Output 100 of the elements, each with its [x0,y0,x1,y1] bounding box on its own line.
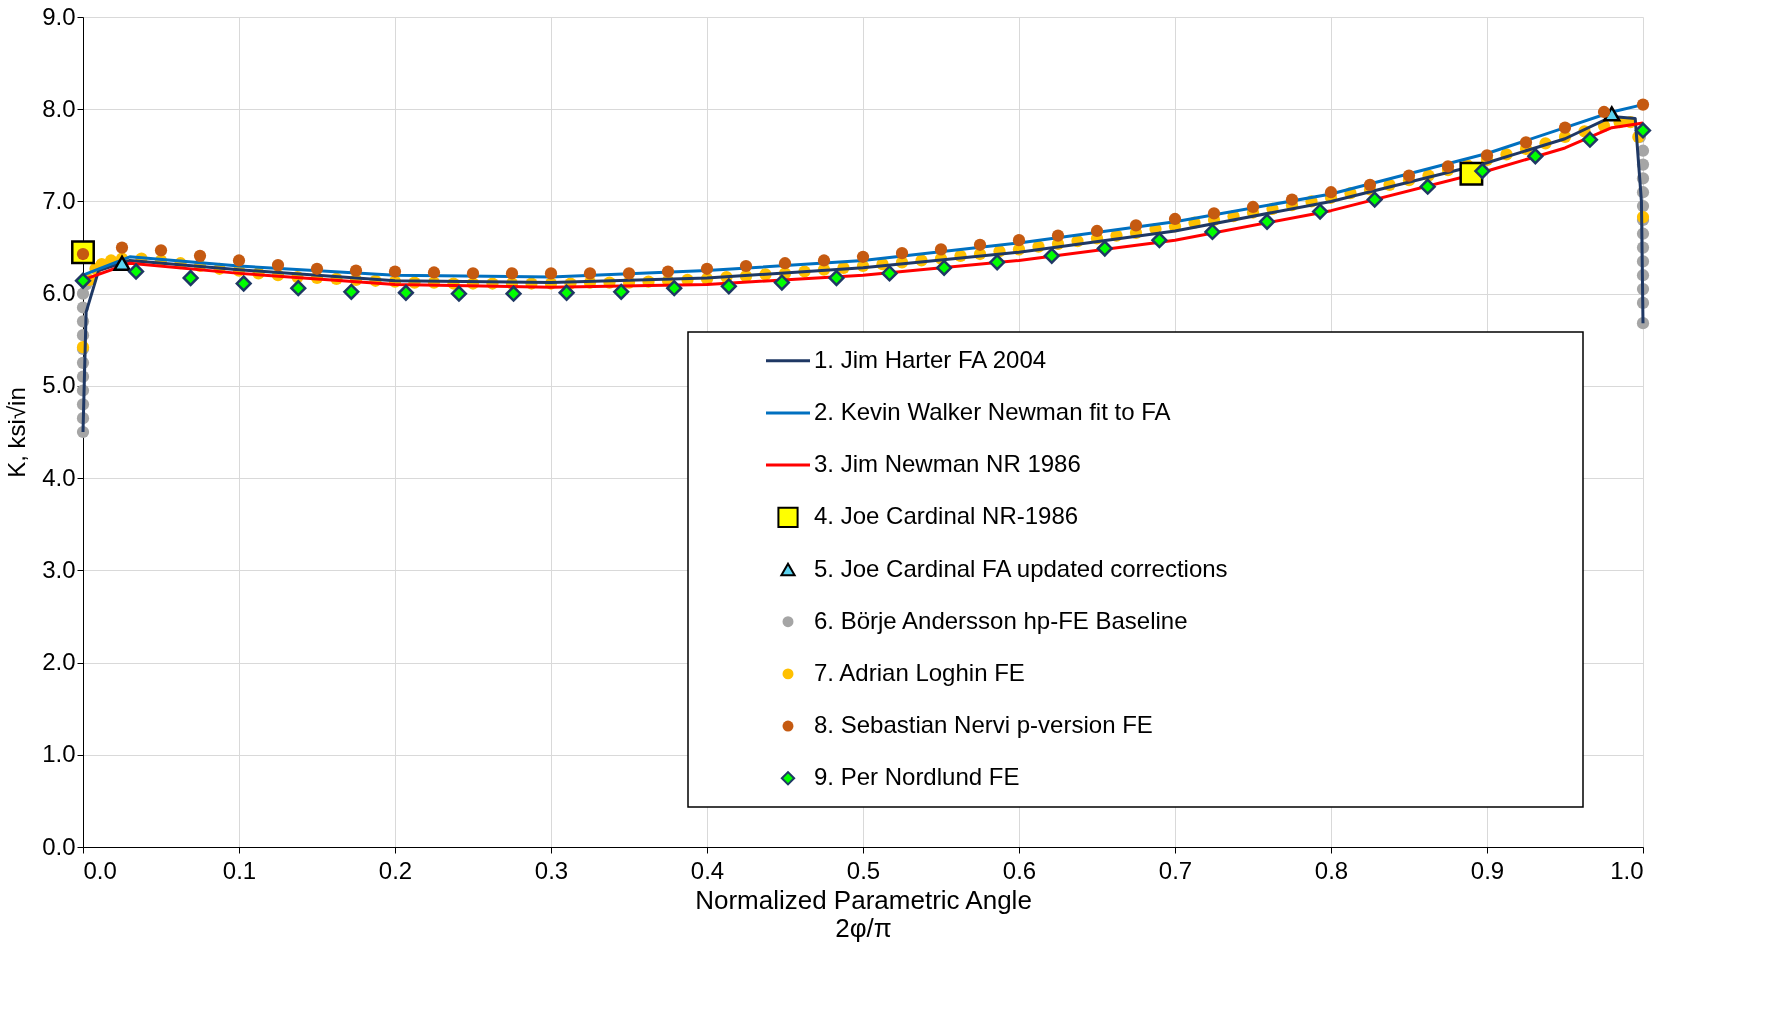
point [74,272,92,289]
point [1581,131,1599,148]
point [1324,186,1338,199]
x-tick-label: 0.8 [1314,856,1349,884]
point [895,246,909,260]
point [1258,213,1276,230]
y-tick-label: 8.0 [42,94,76,122]
legend-label: 8. Sebastian Nervi p-version FE [814,711,1153,739]
x-axis-title: Normalized Parametric Angle 2φ/π [695,884,1032,943]
point [127,263,145,280]
point [1043,247,1060,264]
point [115,241,129,254]
x-tick-label: 0.7 [1158,856,1193,884]
point [1285,193,1299,206]
x-tick-label: 0.3 [534,856,569,884]
point [661,265,675,278]
point [1096,240,1113,257]
point [1636,98,1650,111]
point [1151,232,1168,249]
point [1519,136,1533,149]
point [583,267,597,280]
point [397,284,415,301]
point [1527,148,1544,165]
point [1558,121,1572,134]
x-tick-label: 0.2 [378,856,413,884]
legend-label: 9. Per Nordlund FE [814,763,1020,791]
point [817,254,831,267]
point [778,257,792,270]
point [1012,234,1026,247]
legend-label: 6. Börje Andersson hp-FE Baseline [814,606,1188,634]
point [427,266,441,279]
point [1090,224,1104,238]
y-tick-label: 5.0 [42,371,76,399]
point [235,275,252,292]
point [1168,212,1182,226]
point [505,285,522,302]
point [856,250,870,263]
legend-label: 3. Jim Newman NR 1986 [814,450,1081,478]
point [1474,162,1491,180]
point [989,254,1006,271]
point [773,274,791,291]
y-tick-label: 9.0 [42,2,76,30]
y-tick-label: 4.0 [42,463,76,491]
legend-label: 4. Joe Cardinal NR-1986 [814,502,1079,530]
y-tick-label: 3.0 [42,555,76,583]
point [1246,200,1260,214]
point [1480,149,1494,162]
point [973,238,987,251]
point [1419,178,1436,195]
point [1129,219,1143,232]
x-tick-label: 0.6 [1002,856,1037,884]
point [232,254,246,267]
y-axis-title: K, ksi√in [3,387,31,478]
x-tick-label: 0.1 [222,856,257,884]
point [613,283,630,300]
point [666,279,683,297]
point [935,259,953,276]
point [934,243,948,256]
point [271,258,285,272]
x-tick-label: 0.9 [1470,856,1505,884]
point [343,283,360,300]
point [310,262,324,275]
point [154,244,168,257]
y-tick-label: 2.0 [42,648,76,676]
point [1441,160,1455,173]
point [700,262,714,275]
y-tick-label: 7.0 [42,186,76,214]
point [450,285,468,302]
point [739,259,753,273]
x-tick-label: 0.4 [690,856,725,884]
legend-label: 5. Joe Cardinal FA updated corrections [814,554,1228,582]
point [76,287,90,300]
point [828,269,845,287]
point [622,267,636,280]
y-tick-label: 6.0 [42,279,76,307]
point [544,267,558,280]
legend-label: 1. Jim Harter FA 2004 [814,345,1047,373]
point [1204,223,1221,241]
point [466,267,480,280]
point [1311,203,1329,220]
point [182,269,199,287]
point [290,279,307,297]
x-tick-label: 0.0 [83,856,117,884]
point [1207,207,1221,220]
point [1051,229,1065,242]
point [113,255,131,271]
point [193,249,207,262]
x-tick-label: 0.5 [846,856,881,884]
point [1363,178,1377,191]
point [388,265,402,278]
point [720,278,737,295]
point [505,267,519,280]
point [349,264,363,277]
legend-label: 7. Adrian Loghin FE [814,658,1025,686]
legend-label: 2. Kevin Walker Newman fit to FA [814,397,1171,425]
y-tick-label: 1.0 [42,740,76,768]
y-tick-label: 0.0 [42,832,76,860]
point [558,284,575,301]
point [1402,169,1416,182]
x-tick-label: 1.0 [1610,856,1644,884]
